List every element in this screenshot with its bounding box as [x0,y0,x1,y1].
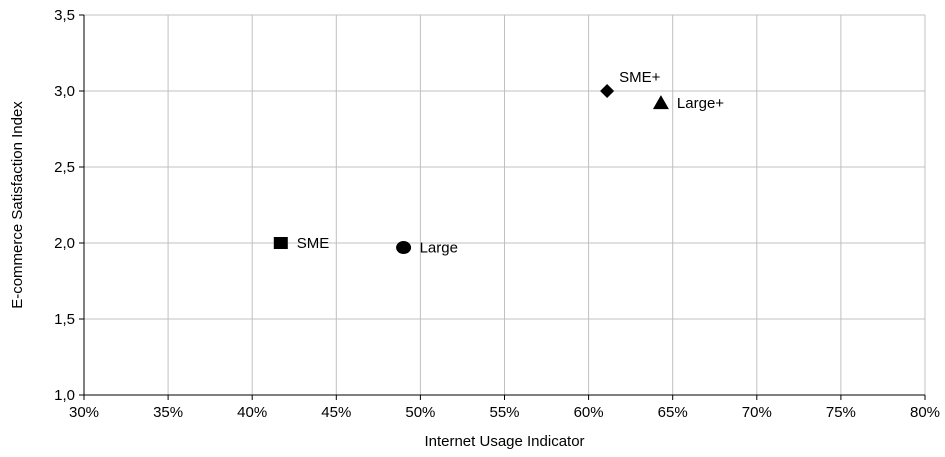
x-axis-ticks: 30% 35% 40% 45% 50% 55% 60% 65% 70% 75% 80% [69,395,940,421]
x-tick-label: 45% [321,404,351,421]
point-sme-plus-marker [600,84,615,98]
x-tick-label: 60% [574,404,604,421]
point-large-plus-marker [652,95,669,110]
x-tick-label: 65% [658,404,688,421]
x-tick-label: 50% [405,404,435,421]
x-tick-label: 70% [742,404,772,421]
point-sme-marker [273,237,288,249]
x-tick-label: 30% [69,404,99,421]
point-large-plus-label: Large+ [677,95,724,112]
y-tick-label: 3,5 [54,7,75,24]
x-tick-label: 55% [489,404,519,421]
x-tick-label: 75% [826,404,856,421]
gridlines [84,14,926,395]
y-tick-label: 1,5 [54,311,75,328]
x-axis-title: Internet Usage Indicator [424,433,584,450]
x-tick-label: 80% [910,404,940,421]
y-axis-ticks: 1,0 1,5 2,0 2,5 3,0 3,5 [54,7,84,404]
y-tick-label: 2,5 [54,159,75,176]
x-tick-label: 40% [237,404,267,421]
point-large-marker [396,241,412,255]
data-points: SME Large SME+ Large+ [273,69,724,257]
y-tick-label: 1,0 [54,387,75,404]
x-tick-label: 35% [153,404,183,421]
point-sme-label: SME [297,235,330,252]
y-tick-label: 3,0 [54,83,75,100]
y-axis-title: E-commerce Satisfaction Index [9,101,26,309]
point-large-label: Large [420,240,458,257]
point-sme-plus-label: SME+ [619,69,661,86]
y-tick-label: 2,0 [54,235,75,252]
